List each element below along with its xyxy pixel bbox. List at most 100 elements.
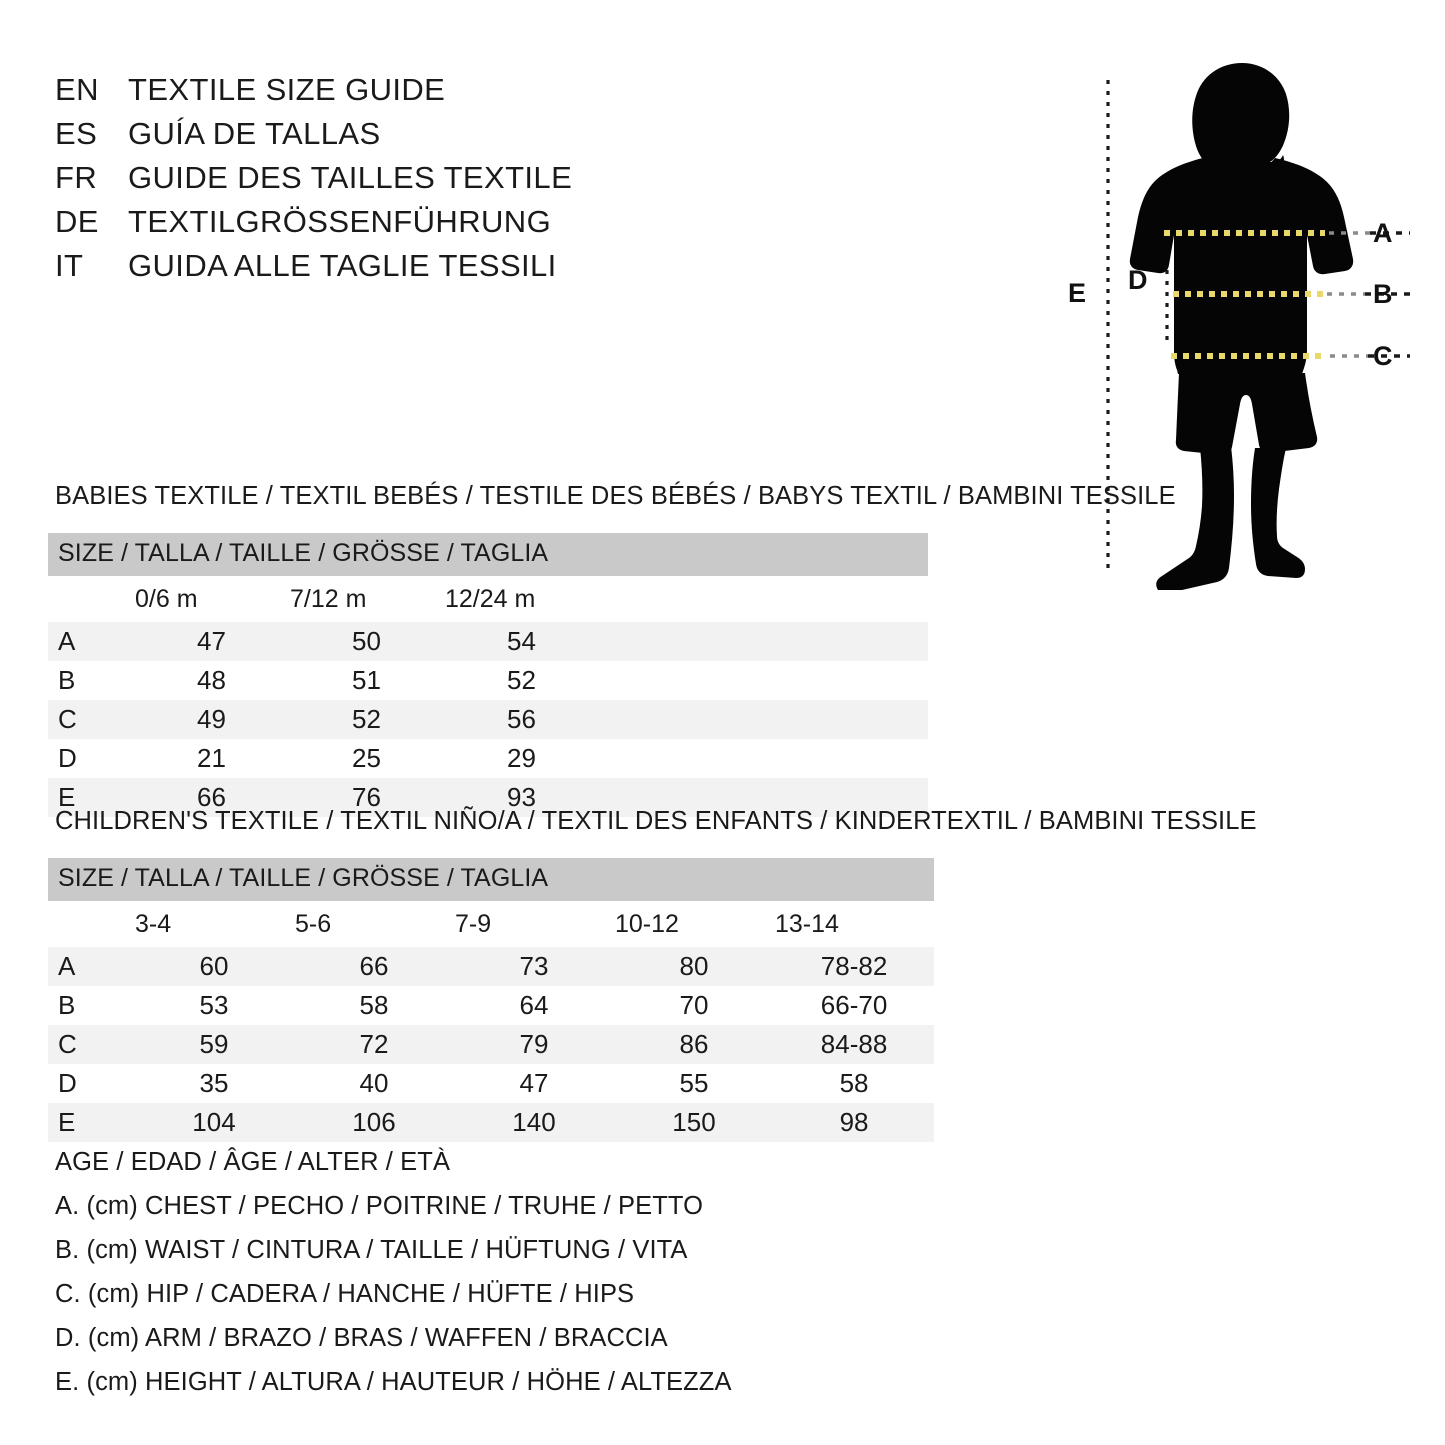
language-title-es: GUÍA DE TALLAS (128, 116, 381, 151)
children-cell-b-3: 70 (679, 990, 709, 1020)
children-row-label-e: E (48, 1103, 134, 1142)
children-corner-cell (48, 901, 134, 947)
babies-row-label-b: B (58, 665, 76, 695)
language-title-fr: GUIDE DES TAILLES TEXTILE (128, 160, 573, 195)
babies-column-header-1: 7/12 m (289, 576, 444, 622)
figure-marker-c: C (1373, 341, 1393, 371)
language-title-en: TEXTILE SIZE GUIDE (128, 72, 446, 107)
children-cell-c-4: 84-88 (774, 1025, 935, 1064)
children-cell-c-0: 59 (134, 1025, 294, 1064)
language-row-es: ES GUÍA DE TALLAS (55, 116, 695, 160)
children-cell-a-1: 66 (294, 947, 454, 986)
children-cell-b-4: 66-70 (820, 990, 888, 1020)
babies-cell-a-1: 50 (289, 622, 444, 661)
measurement-legend: AGE / EDAD / ÂGE / ALTER / ETÀ A. (cm) C… (55, 1140, 875, 1404)
babies-cell-a-2: 54 (444, 622, 599, 661)
table-row: C 59 72 79 86 84-88 (48, 1025, 935, 1064)
table-row: B 53 58 64 70 66-70 (48, 986, 934, 1025)
children-row-label-c: C (48, 1025, 134, 1064)
babies-cell-a-0: 47 (134, 622, 289, 661)
language-row-en: EN TEXTILE SIZE GUIDE (55, 72, 695, 116)
children-cell-d-1: 40 (359, 1068, 389, 1098)
legend-line-age: AGE / EDAD / ÂGE / ALTER / ETÀ (55, 1148, 451, 1176)
table-row: D 21 25 29 (48, 739, 928, 778)
babies-row-label-a: A (48, 622, 134, 661)
children-column-header-row: 3-4 5-6 7-9 10-12 13-14 (48, 901, 935, 947)
babies-band-header: SIZE / TALLA / TAILLE / GRÖSSE / TAGLIA (48, 533, 928, 576)
table-row: E 104 106 140 150 98 (48, 1103, 935, 1142)
children-cell-e-3: 150 (614, 1103, 774, 1142)
language-title-it: GUIDA ALLE TAGLIE TESSILI (128, 248, 557, 283)
babies-column-header-0: 0/6 m (134, 576, 289, 622)
figure-marker-d: D (1128, 265, 1148, 295)
babies-corner-cell (48, 576, 134, 622)
legend-line-height: E. (cm) HEIGHT / ALTURA / HAUTEUR / HÖHE… (55, 1368, 732, 1396)
babies-cell-b-0: 48 (197, 665, 226, 695)
babies-cell-d-2: 29 (507, 743, 536, 773)
children-cell-d-2: 47 (519, 1068, 549, 1098)
children-cell-a-0: 60 (134, 947, 294, 986)
children-cell-c-2: 79 (454, 1025, 614, 1064)
children-band-header: SIZE / TALLA / TAILLE / GRÖSSE / TAGLIA (48, 858, 935, 901)
language-row-it: IT GUIDA ALLE TAGLIE TESSILI (55, 248, 695, 292)
children-column-header-4: 13-14 (774, 901, 935, 947)
children-cell-b-0: 53 (199, 990, 229, 1020)
children-cell-d-0: 35 (199, 1068, 229, 1098)
children-column-header-2: 7-9 (454, 901, 614, 947)
children-cell-b-2: 64 (519, 990, 549, 1020)
babies-row-label-d: D (58, 743, 77, 773)
language-code-it: IT (55, 248, 84, 283)
babies-cell-c-1: 52 (289, 700, 444, 739)
table-row: B 48 51 52 (48, 661, 928, 700)
babies-cell-c-0: 49 (134, 700, 289, 739)
children-row-label-b: B (58, 990, 76, 1020)
children-column-header-1: 5-6 (294, 901, 454, 947)
children-column-header-0: 3-4 (134, 901, 294, 947)
language-code-fr: FR (55, 160, 98, 195)
babies-cell-c-2: 56 (444, 700, 599, 739)
children-cell-a-2: 73 (454, 947, 614, 986)
language-code-en: EN (55, 72, 99, 107)
babies-cell-e-2: 93 (444, 778, 599, 817)
children-cell-c-1: 72 (294, 1025, 454, 1064)
children-cell-d-3: 55 (679, 1068, 709, 1098)
table-row: E 66 76 93 (48, 778, 928, 817)
babies-cell-d-1: 25 (352, 743, 381, 773)
children-cell-e-1: 106 (294, 1103, 454, 1142)
language-code-es: ES (55, 116, 98, 151)
babies-column-header-row: 0/6 m 7/12 m 12/24 m (48, 576, 928, 622)
table-row: D 35 40 47 55 58 (48, 1064, 934, 1103)
babies-row-label-e: E (48, 778, 134, 817)
babies-cell-e-0: 66 (134, 778, 289, 817)
table-row: C 49 52 56 (48, 700, 928, 739)
legend-line-arm: D. (cm) ARM / BRAZO / BRAS / WAFFEN / BR… (55, 1324, 668, 1352)
babies-cell-e-1: 76 (289, 778, 444, 817)
babies-size-table: SIZE / TALLA / TAILLE / GRÖSSE / TAGLIA … (48, 533, 928, 817)
language-row-fr: FR GUIDE DES TAILLES TEXTILE (55, 160, 695, 204)
children-cell-e-2: 140 (454, 1103, 614, 1142)
babies-section-title: BABIES TEXTILE / TEXTIL BEBÉS / TESTILE … (55, 482, 1176, 510)
children-section-title: CHILDREN'S TEXTILE / TEXTIL NIÑO/A / TEX… (55, 807, 1257, 835)
children-cell-d-4: 58 (839, 1068, 869, 1098)
babies-cell-b-2: 52 (507, 665, 536, 695)
babies-band-header-row: SIZE / TALLA / TAILLE / GRÖSSE / TAGLIA (48, 533, 928, 576)
language-header-block: EN TEXTILE SIZE GUIDE ES GUÍA DE TALLAS … (55, 72, 695, 292)
child-silhouette-diagram (1040, 45, 1445, 590)
children-cell-b-1: 58 (359, 990, 389, 1020)
child-silhouette-shape (1129, 63, 1354, 590)
children-cell-e-0: 104 (134, 1103, 294, 1142)
figure-marker-e: E (1068, 278, 1087, 308)
babies-cell-b-1: 51 (352, 665, 381, 695)
children-cell-a-4: 78-82 (774, 947, 935, 986)
legend-line-hip: C. (cm) HIP / CADERA / HANCHE / HÜFTE / … (55, 1280, 635, 1308)
language-code-de: DE (55, 204, 99, 239)
legend-line-chest: A. (cm) CHEST / PECHO / POITRINE / TRUHE… (55, 1192, 704, 1220)
children-row-label-d: D (58, 1068, 77, 1098)
children-cell-c-3: 86 (614, 1025, 774, 1064)
figure-marker-b: B (1373, 279, 1393, 309)
babies-cell-d-0: 21 (197, 743, 226, 773)
language-row-de: DE TEXTILGRÖSSENFÜHRUNG (55, 204, 695, 248)
figure-marker-a: A (1373, 218, 1393, 248)
children-row-label-a: A (48, 947, 134, 986)
